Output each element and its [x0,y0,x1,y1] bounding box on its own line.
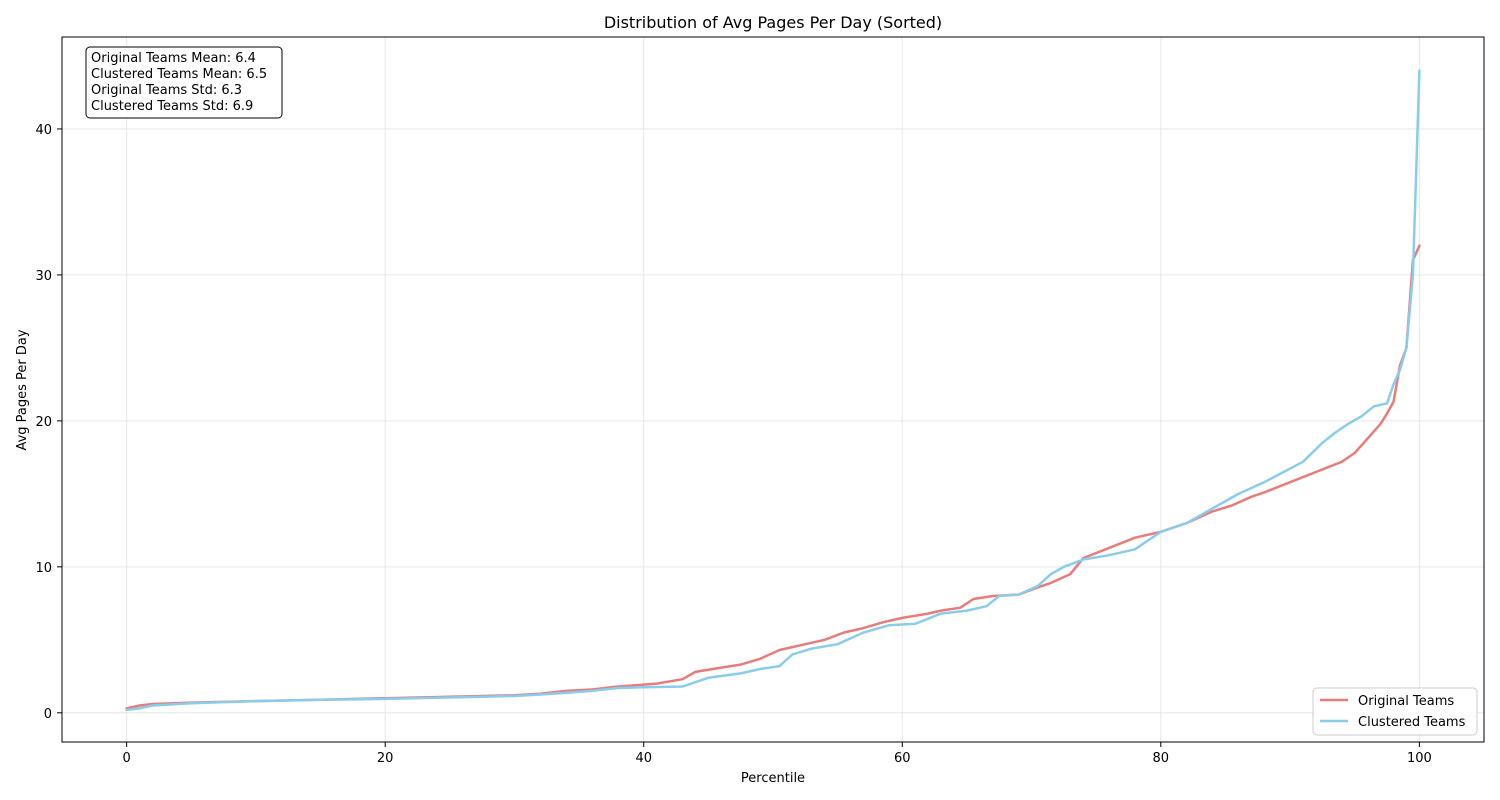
series-line-original [125,244,1421,710]
y-axis-label: Avg Pages Per Day [15,329,30,450]
x-tick-label: 20 [377,751,394,766]
x-tick-label: 100 [1407,751,1432,766]
legend-label-original: Original Teams [1358,694,1454,709]
series-line-clustered [125,69,1421,712]
stats-box-frame [85,46,283,119]
legend-label-clustered: Clustered Teams [1358,715,1466,730]
x-tick-label: 80 [1153,751,1170,766]
stats-clustered-std: Clustered Teams Std: 6.9 [91,99,253,114]
x-tick-label: 40 [635,751,652,766]
plot-frame [61,36,1485,743]
chart-title: Distribution of Avg Pages Per Day (Sorte… [604,13,942,32]
y-tick-label: 40 [35,123,52,138]
y-tick-label: 20 [35,415,52,430]
y-tick-label: 0 [44,707,52,722]
grid [62,37,1484,742]
stats-clustered-mean: Clustered Teams Mean: 6.5 [91,67,267,82]
stats-box: Original Teams Mean: 6.4 Clustered Teams… [85,46,283,119]
series-lines [125,69,1421,712]
legend: Original Teams Clustered Teams [1312,687,1478,736]
axis-ticks: 0 20 40 60 80 100 0 10 20 30 40 [35,123,1431,766]
stats-original-std: Original Teams Std: 6.3 [91,83,242,98]
x-tick-label: 60 [894,751,911,766]
stats-original-mean: Original Teams Mean: 6.4 [91,51,256,66]
legend-frame [1312,687,1478,736]
x-tick-label: 0 [122,751,130,766]
y-tick-label: 30 [35,269,52,284]
y-tick-label: 10 [35,561,52,576]
x-axis-label: Percentile [741,771,805,786]
